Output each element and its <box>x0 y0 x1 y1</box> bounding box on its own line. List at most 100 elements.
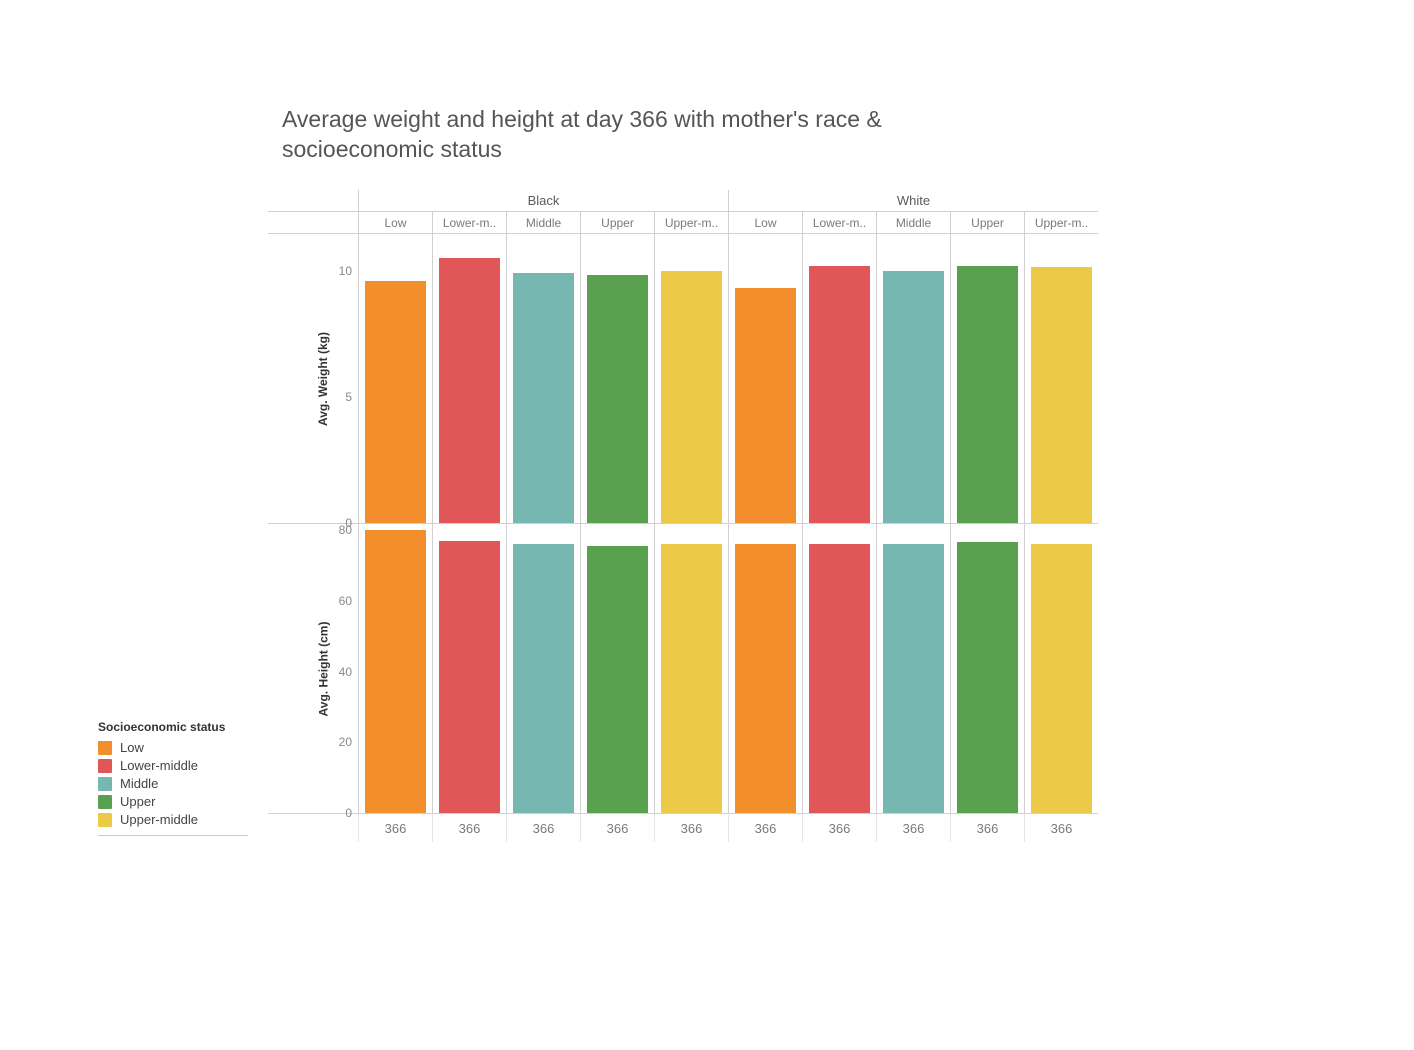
y-tick-label: 10 <box>339 264 352 278</box>
footer-label: 366 <box>1024 814 1098 842</box>
bar-cell <box>432 524 506 813</box>
header-spacer <box>268 212 358 233</box>
chart-title: Average weight and height at day 366 wit… <box>282 104 1002 164</box>
y-tick-label: 0 <box>345 806 352 820</box>
ses-header-cell: Lower-m.. <box>802 212 876 233</box>
ses-header-row: LowLower-m..MiddleUpperUpper-m..LowLower… <box>268 212 1098 234</box>
chart-container: BlackWhite LowLower-m..MiddleUpperUpper-… <box>268 190 1098 842</box>
y-tick-label: 80 <box>339 523 352 537</box>
panel-row: Avg. Weight (kg)0510 <box>268 234 1098 524</box>
bar[interactable] <box>735 544 796 813</box>
ses-header-cell: Low <box>358 212 432 233</box>
footer-label: 366 <box>580 814 654 842</box>
ses-header-cell: Upper <box>580 212 654 233</box>
bar-cell <box>950 234 1024 523</box>
bar-cell <box>876 234 950 523</box>
footer-label: 366 <box>432 814 506 842</box>
panel-row: Avg. Height (cm)020406080 <box>268 524 1098 814</box>
bar-cell <box>506 234 580 523</box>
bar[interactable] <box>587 275 648 523</box>
bar[interactable] <box>1031 544 1092 813</box>
footer-row: 366366366366366366366366366366 <box>268 814 1098 842</box>
y-axis-title: Avg. Weight (kg) <box>316 332 330 426</box>
y-axis: Avg. Weight (kg)0510 <box>268 234 358 523</box>
footer-label: 366 <box>728 814 802 842</box>
header-spacer <box>268 190 358 211</box>
bar-cell <box>358 524 432 813</box>
ses-header-cell: Lower-m.. <box>432 212 506 233</box>
bar-cell <box>876 524 950 813</box>
bar[interactable] <box>439 541 500 813</box>
ses-header-cell: Upper-m.. <box>1024 212 1098 233</box>
ses-header-cell: Upper <box>950 212 1024 233</box>
bar[interactable] <box>439 258 500 523</box>
bar-cell <box>728 234 802 523</box>
bar[interactable] <box>957 266 1018 523</box>
bar[interactable] <box>513 544 574 813</box>
bar[interactable] <box>365 530 426 813</box>
legend-label: Upper-middle <box>120 812 198 827</box>
race-header-cell: Black <box>358 190 728 211</box>
footer-label: 366 <box>506 814 580 842</box>
legend-title: Socioeconomic status <box>98 720 248 734</box>
legend-label: Upper <box>120 794 155 809</box>
bar[interactable] <box>365 281 426 523</box>
legend-swatch <box>98 795 112 809</box>
footer-label: 366 <box>358 814 432 842</box>
ses-header-cell: Upper-m.. <box>654 212 728 233</box>
footer-label: 366 <box>950 814 1024 842</box>
ses-header-cell: Low <box>728 212 802 233</box>
y-tick-label: 40 <box>339 665 352 679</box>
ses-header-cell: Middle <box>876 212 950 233</box>
race-header-row: BlackWhite <box>268 190 1098 212</box>
bar-cell <box>728 524 802 813</box>
bar-cell <box>802 524 876 813</box>
footer-label: 366 <box>876 814 950 842</box>
footer-label: 366 <box>802 814 876 842</box>
bar[interactable] <box>883 544 944 813</box>
footer-label: 366 <box>654 814 728 842</box>
legend-swatch <box>98 777 112 791</box>
legend-item[interactable]: Upper <box>98 794 248 809</box>
bar-cell <box>432 234 506 523</box>
y-axis: Avg. Height (cm)020406080 <box>268 524 358 813</box>
bar[interactable] <box>587 546 648 813</box>
legend-item[interactable]: Upper-middle <box>98 812 248 827</box>
bar[interactable] <box>809 266 870 523</box>
legend-swatch <box>98 759 112 773</box>
bar[interactable] <box>661 271 722 523</box>
ses-header-cell: Middle <box>506 212 580 233</box>
legend-items: Low Lower-middle Middle Upper Upper-middle <box>98 740 248 827</box>
bar[interactable] <box>1031 267 1092 523</box>
legend-item[interactable]: Lower-middle <box>98 758 248 773</box>
legend-swatch <box>98 741 112 755</box>
y-tick-label: 5 <box>345 390 352 404</box>
bar-cell <box>580 524 654 813</box>
bar-cell <box>1024 524 1098 813</box>
bar[interactable] <box>809 544 870 813</box>
race-header-cell: White <box>728 190 1098 211</box>
bar[interactable] <box>513 273 574 523</box>
bar[interactable] <box>735 288 796 523</box>
legend-swatch <box>98 813 112 827</box>
bar-cell <box>950 524 1024 813</box>
legend-item[interactable]: Low <box>98 740 248 755</box>
y-axis-title: Avg. Height (cm) <box>316 621 330 716</box>
bar[interactable] <box>661 544 722 813</box>
bar-cell <box>358 234 432 523</box>
bar-cell <box>580 234 654 523</box>
y-tick-label: 60 <box>339 594 352 608</box>
legend-divider <box>98 835 248 836</box>
legend-label: Lower-middle <box>120 758 198 773</box>
bar-cell <box>654 524 728 813</box>
bar-cell <box>654 234 728 523</box>
y-tick-label: 20 <box>339 735 352 749</box>
bar[interactable] <box>883 271 944 523</box>
legend-label: Low <box>120 740 144 755</box>
legend-item[interactable]: Middle <box>98 776 248 791</box>
legend: Socioeconomic status Low Lower-middle Midd… <box>98 720 248 836</box>
bar-cell <box>802 234 876 523</box>
bar-cell <box>1024 234 1098 523</box>
bar-cell <box>506 524 580 813</box>
bar[interactable] <box>957 542 1018 813</box>
